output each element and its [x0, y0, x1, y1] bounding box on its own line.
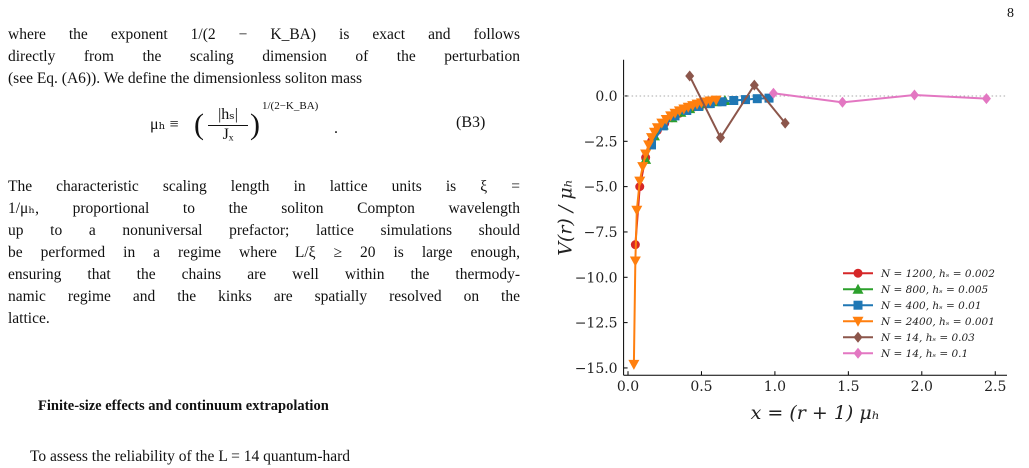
- series-line: [632, 99, 717, 365]
- text-line: ensuring that the chains are well within…: [8, 266, 520, 283]
- marker: [853, 347, 863, 359]
- x-tick-label: 2.5: [984, 379, 1006, 395]
- text-line: To assess the reliability of the L = 14 …: [30, 448, 351, 465]
- marker: [852, 316, 864, 327]
- marker: [780, 117, 790, 129]
- text-line: (see Eq. (A6)). We define the dimensionl…: [8, 70, 363, 87]
- eq-tag: (B3): [456, 114, 486, 131]
- text-line: directly from the scaling dimension of t…: [8, 48, 520, 65]
- marker: [628, 359, 640, 370]
- marker: [853, 331, 863, 343]
- marker: [710, 95, 722, 106]
- legend-label: N = 800, hₛ = 0.005: [880, 284, 989, 296]
- marker: [853, 268, 863, 278]
- legend-label: N = 14, hₛ = 0.1: [880, 348, 968, 360]
- marker: [853, 300, 863, 310]
- marker: [716, 132, 726, 144]
- marker: [629, 256, 641, 267]
- x-tick-label: 0.0: [617, 379, 639, 395]
- text-line: be performed in a regime where L/ξ ≥ 20 …: [8, 244, 520, 261]
- eq-exp: 1/(2−K_BA): [262, 100, 319, 112]
- text-line: where the exponent 1/(2 − K_BA) is exact…: [8, 26, 520, 43]
- marker: [640, 149, 652, 160]
- marker: [749, 79, 759, 91]
- marker: [685, 70, 695, 82]
- y-tick-label: −12.5: [575, 316, 618, 332]
- marker: [768, 87, 778, 99]
- marker: [643, 140, 655, 151]
- text-line: namic regime and the kinks are spatially…: [8, 288, 520, 305]
- marker: [717, 97, 727, 107]
- series-line: [634, 100, 717, 245]
- marker: [752, 94, 762, 104]
- y-tick-label: −7.5: [584, 225, 618, 241]
- y-tick-label: −10.0: [575, 270, 618, 286]
- marker: [981, 93, 991, 105]
- marker: [909, 89, 919, 101]
- y-axis-label: V(r) / μₕ: [555, 179, 577, 256]
- series-line: [773, 92, 987, 104]
- eq-lhs: μₕ ≡: [150, 116, 179, 133]
- text-line: lattice.: [8, 310, 50, 327]
- marker: [729, 95, 739, 105]
- equation: μₕ ≡ ( |hₛ| Jₓ ) 1/(2−K_BA) . (B3): [150, 100, 486, 144]
- series-line: [688, 75, 786, 140]
- x-tick-label: 1.5: [837, 379, 859, 395]
- eq-num: |hₛ|: [218, 106, 238, 123]
- marker: [837, 96, 847, 108]
- eq-den: Jₓ: [208, 125, 248, 144]
- legend-label: N = 1200, hₛ = 0.002: [880, 268, 995, 280]
- legend-label: N = 2400, hₛ = 0.001: [880, 316, 995, 328]
- marker: [631, 205, 643, 216]
- x-axis-label: x = (r + 1) μₕ: [751, 402, 880, 424]
- text-line: 1/μₕ, proportional to the soliton Compto…: [8, 200, 520, 217]
- legend-label: N = 400, hₛ = 0.01: [880, 300, 982, 312]
- marker: [637, 162, 649, 173]
- legend-label: N = 14, hₛ = 0.03: [880, 332, 975, 344]
- y-tick-label: −15.0: [575, 361, 618, 377]
- marker: [634, 176, 646, 187]
- x-tick-label: 2.0: [911, 379, 933, 395]
- text-line: The characteristic scaling length in lat…: [8, 178, 520, 195]
- x-tick-label: 0.5: [690, 379, 712, 395]
- y-tick-label: 0.0: [595, 89, 617, 105]
- marker: [651, 123, 663, 134]
- y-tick-label: −5.0: [584, 180, 618, 196]
- marker: [852, 283, 864, 294]
- y-tick-label: −2.5: [584, 134, 618, 150]
- x-tick-label: 1.0: [764, 379, 786, 395]
- section-heading: Finite-size effects and continuum extrap…: [38, 398, 329, 414]
- text-line: up to a nonuniversal prefactor; lattice …: [8, 222, 520, 239]
- page-number: 8: [1007, 6, 1014, 21]
